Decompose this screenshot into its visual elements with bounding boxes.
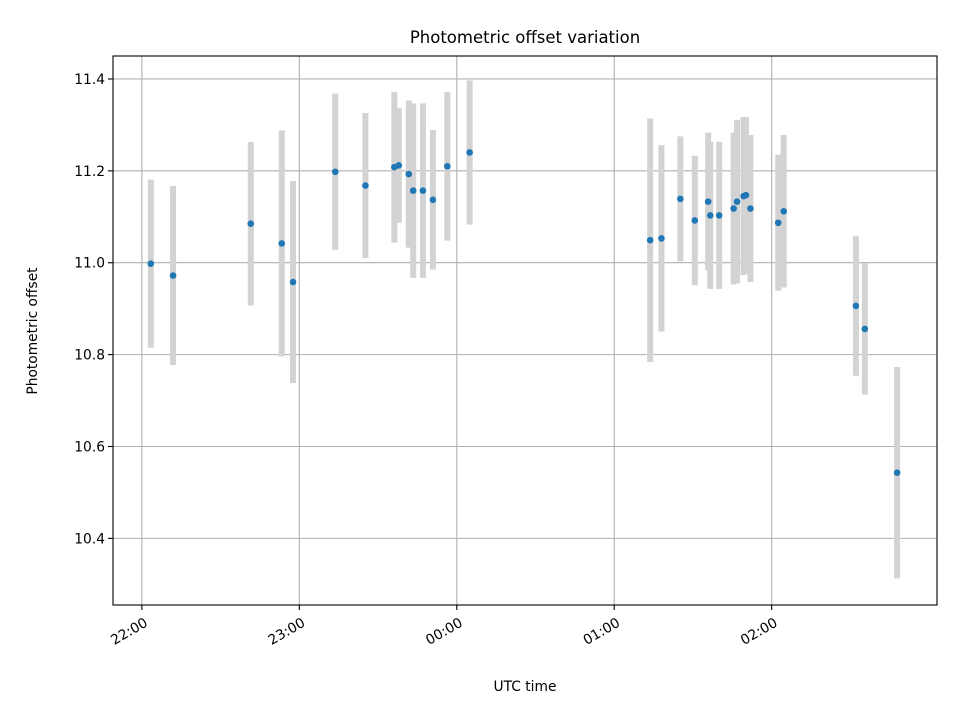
error-bars <box>147 80 901 579</box>
data-point <box>466 149 473 156</box>
y-tick-label: 11.0 <box>74 256 105 272</box>
data-point <box>747 205 754 212</box>
data-point <box>704 198 712 205</box>
data-point <box>247 220 255 227</box>
data-point <box>169 272 177 279</box>
data-point <box>730 205 737 212</box>
data-point <box>646 236 654 244</box>
data-point <box>893 469 901 476</box>
data-point <box>429 196 437 204</box>
x-axis-ticks: 22:00 23:00 00:00 01:00 02:00 <box>108 605 780 649</box>
data-point <box>715 212 723 219</box>
data-point <box>362 182 369 189</box>
data-point <box>852 302 860 310</box>
y-tick-label: 10.8 <box>74 348 105 364</box>
x-tick-label: 22:00 <box>108 615 150 649</box>
y-tick-label: 10.6 <box>74 440 105 456</box>
data-point <box>774 219 782 227</box>
data-point <box>444 162 451 170</box>
data-point <box>677 195 684 203</box>
data-point <box>658 235 665 242</box>
x-tick-label: 02:00 <box>738 615 780 649</box>
x-axis-label: UTC time <box>494 679 557 695</box>
data-point <box>405 170 413 178</box>
data-point <box>331 168 339 176</box>
y-tick-label: 11.2 <box>74 164 105 180</box>
data-point <box>278 240 286 247</box>
data-point <box>147 260 155 267</box>
y-tick-label: 11.4 <box>74 72 105 88</box>
data-point <box>742 191 750 199</box>
x-tick-label: 23:00 <box>266 615 308 649</box>
x-tick-label: 00:00 <box>423 615 465 649</box>
x-tick-label: 01:00 <box>581 615 623 649</box>
data-point <box>733 198 741 205</box>
plot-frame <box>112 55 938 606</box>
data-point <box>861 325 869 333</box>
data-point <box>706 212 714 219</box>
data-point <box>409 187 417 194</box>
data-point <box>780 207 788 215</box>
data-point <box>289 278 297 286</box>
y-axis-ticks: 10.4 10.6 10.8 11.0 11.2 11.4 <box>74 72 113 547</box>
data-point <box>691 217 699 224</box>
grid-lines <box>113 56 937 605</box>
data-points <box>147 149 901 476</box>
data-point <box>395 162 403 169</box>
chart-title: Photometric offset variation <box>410 28 640 47</box>
y-axis-label: Photometric offset <box>25 267 41 395</box>
data-point <box>419 187 427 194</box>
y-tick-label: 10.4 <box>74 531 105 547</box>
